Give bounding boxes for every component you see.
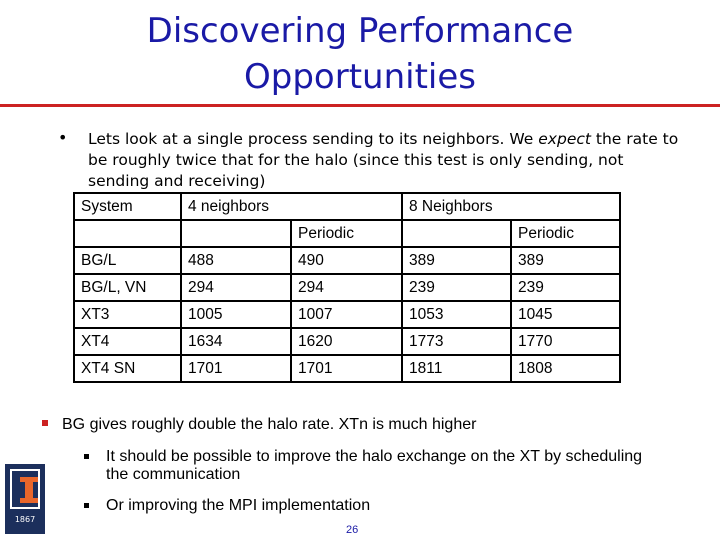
header-cell-4-neighbors: 4 neighbors [180,192,403,221]
results-table: System 4 neighbors 8 Neighbors Periodic … [73,192,621,383]
intro-emphasis: expect [538,130,591,148]
page-number: 26 [346,524,359,536]
table-cell: 1005 [180,300,292,329]
header-cell-system: System [73,192,182,221]
table-cell: 294 [180,273,292,302]
slide-title-line-2: Opportunities [244,57,476,97]
table-subheader-row: Periodic Periodic [73,219,621,248]
table-cell-system: BG/L, VN [73,273,182,302]
table-cell: 488 [180,246,292,275]
header-cell-8-neighbors: 8 Neighbors [401,192,621,221]
conclusion-bullet: BG gives roughly double the halo rate. X… [42,416,702,434]
block-i-icon [10,469,40,509]
sub-bullet-text: Or improving the MPI implementation [106,497,371,514]
table-row: XT3 1005 1007 1053 1045 [73,300,621,329]
table-cell: 1701 [180,354,292,383]
title-divider [0,104,720,107]
intro-bullet-icon: • [58,128,68,147]
intro-text-b: the rate to be roughly twice that for th… [88,130,679,190]
table-cell: 239 [401,273,512,302]
table-cell: 1811 [401,354,512,383]
table-cell: 389 [401,246,512,275]
subheader-cell [73,219,182,248]
sub-bullet-text: It should be possible to improve the hal… [106,448,643,483]
table-cell-system: XT4 [73,327,182,356]
square-bullet-icon [84,503,89,508]
table-header-row: System 4 neighbors 8 Neighbors [73,192,621,221]
table-cell: 294 [290,273,403,302]
table-cell: 1053 [401,300,512,329]
intro-paragraph: Lets look at a single process sending to… [88,129,688,192]
slide-title-line-1: Discovering Performance [146,11,574,51]
table-cell: 1634 [180,327,292,356]
table-cell: 1045 [510,300,621,329]
table-cell: 1773 [401,327,512,356]
square-bullet-icon [84,454,89,459]
table-cell-system: BG/L [73,246,182,275]
subheader-cell [180,219,292,248]
table-cell: 1620 [290,327,403,356]
table-row: BG/L, VN 294 294 239 239 [73,273,621,302]
table-cell: 1007 [290,300,403,329]
subheader-cell-periodic-4: Periodic [290,219,403,248]
table-row: BG/L 488 490 389 389 [73,246,621,275]
conclusion-text: BG gives roughly double the halo rate. X… [62,416,477,433]
table-row: XT4 SN 1701 1701 1811 1808 [73,354,621,383]
table-cell: 239 [510,273,621,302]
table-cell: 1770 [510,327,621,356]
university-logo: 1867 [5,464,45,534]
table-row: XT4 1634 1620 1773 1770 [73,327,621,356]
table-cell-system: XT3 [73,300,182,329]
table-cell: 1701 [290,354,403,383]
subheader-cell-periodic-8: Periodic [510,219,621,248]
logo-year: 1867 [14,515,36,524]
slide-title: Discovering Performance Opportunities [0,8,720,100]
red-square-bullet-icon [42,420,48,426]
intro-text-a: Lets look at a single process sending to… [88,130,539,148]
table-cell: 490 [290,246,403,275]
table-cell: 389 [510,246,621,275]
table-cell-system: XT4 SN [73,354,182,383]
table-cell: 1808 [510,354,621,383]
subheader-cell [401,219,512,248]
